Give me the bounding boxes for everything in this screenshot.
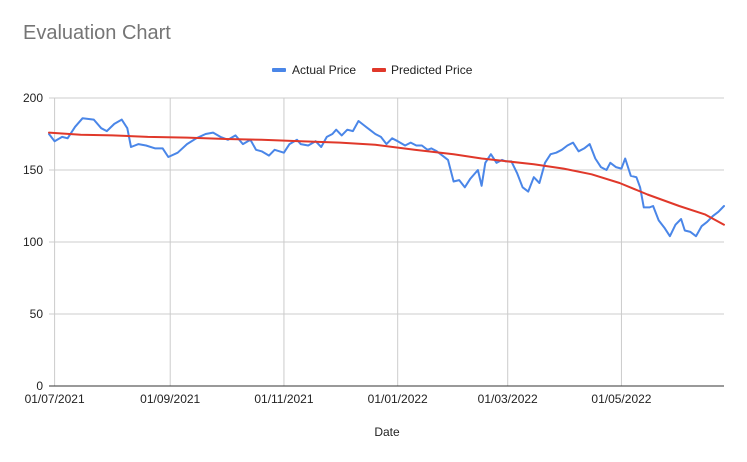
- y-tick-label: 0: [36, 379, 43, 393]
- y-tick-label: 150: [23, 163, 43, 177]
- legend-swatch-predicted-price: [372, 68, 386, 72]
- chart-title: Evaluation Chart: [23, 22, 171, 44]
- x-tick-label: 01/11/2021: [254, 392, 313, 406]
- legend: Actual Price Predicted Price: [272, 63, 473, 77]
- legend-label-predicted-price: Predicted Price: [391, 63, 473, 77]
- x-tick-label: 01/03/2022: [478, 392, 538, 406]
- series-lines: [48, 117, 725, 238]
- legend-label-actual-price: Actual Price: [292, 63, 356, 77]
- x-tick-label: 01/09/2021: [140, 392, 200, 406]
- legend-swatch-actual-price: [272, 68, 286, 72]
- x-tick-label: 01/07/2021: [25, 392, 85, 406]
- series-line-predicted-price: [48, 131, 725, 226]
- x-tick-labels: 01/07/2021 01/09/2021 01/11/2021 01/01/2022…: [25, 392, 652, 406]
- x-tick-label: 01/05/2022: [591, 392, 651, 406]
- y-tick-labels: 0 50 100 150 200: [23, 91, 43, 393]
- x-axis-label: Date: [374, 425, 400, 439]
- grid-lines: [49, 97, 724, 386]
- y-tick-label: 50: [30, 307, 44, 321]
- series-line-actual-price: [48, 117, 725, 238]
- x-tick-label: 01/01/2022: [368, 392, 428, 406]
- y-tick-label: 200: [23, 91, 43, 105]
- y-tick-label: 100: [23, 235, 43, 249]
